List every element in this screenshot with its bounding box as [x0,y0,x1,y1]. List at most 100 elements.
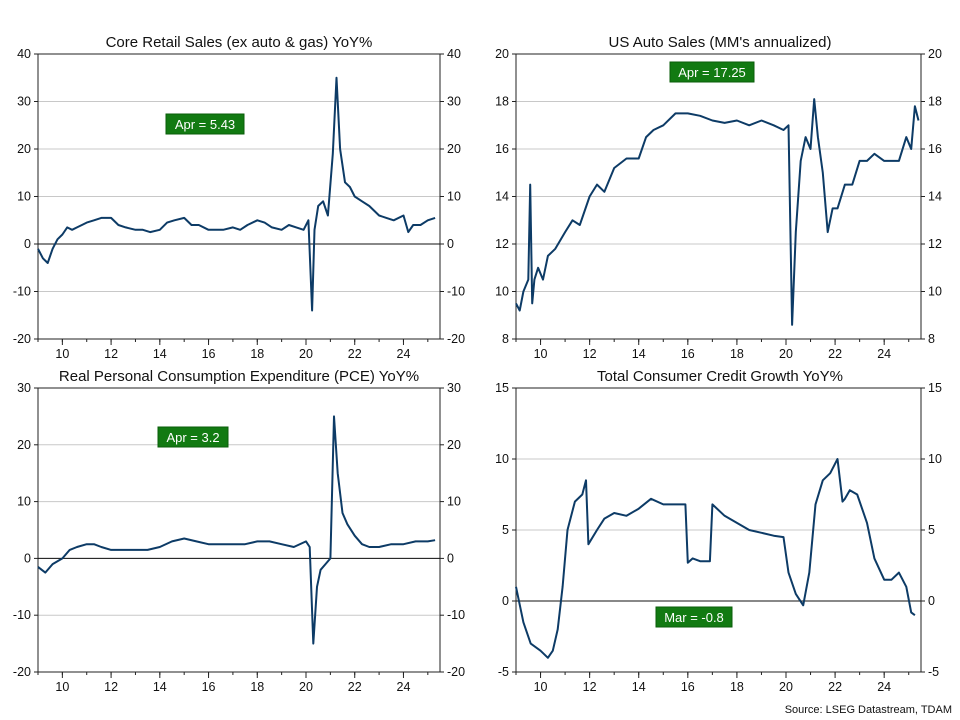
x-tick-label: 24 [397,347,411,361]
x-tick-label: 10 [55,680,69,694]
value-label-text: Apr = 3.2 [166,430,219,445]
value-label-bg [669,61,755,83]
y-tick-label-left: 10 [17,190,31,204]
x-tick-label: 20 [779,680,793,694]
series-line [37,415,436,645]
x-tick-label: 10 [55,347,69,361]
x-tick-label: 22 [828,680,842,694]
value-label-text: Mar = -0.8 [664,610,724,625]
plot-area: -20 -20 -10 -10 0 0 10 10 20 20 30 30 40 40 10 12 14 16 18… [13,47,465,361]
y-tick-label-right: -20 [447,332,465,346]
y-tick-label-left: 10 [495,452,509,466]
y-tick-label-left: 0 [24,551,31,565]
x-tick-label: 16 [202,347,216,361]
series-line [37,76,436,312]
x-tick-label: 24 [877,347,891,361]
y-tick-label-left: -20 [13,332,31,346]
x-tick-label: 14 [153,347,167,361]
x-tick-label: 20 [299,347,313,361]
y-tick-label-right: 10 [928,285,942,299]
x-tick-label: 12 [583,347,597,361]
y-tick-label-left: -10 [13,285,31,299]
x-tick-label: 16 [681,680,695,694]
value-label-bg [157,426,229,448]
plot-area: -5 -5 0 0 5 5 10 10 15 15 10 12 14 16 18 20 22 24 [495,381,942,694]
x-tick-label: 20 [779,347,793,361]
series-line [515,458,916,659]
series-line [515,98,920,326]
x-tick-label: 12 [583,680,597,694]
y-tick-label-right: 10 [447,190,461,204]
y-tick-label-left: 20 [495,47,509,61]
y-tick-label-left: 30 [17,95,31,109]
y-tick-label-left: 18 [495,95,509,109]
y-tick-label-left: 0 [502,594,509,608]
x-tick-label: 24 [877,680,891,694]
y-tick-label-left: 14 [495,190,509,204]
value-label-text: Apr = 5.43 [175,117,235,132]
y-tick-label-right: -10 [447,285,465,299]
y-tick-label-left: -10 [13,608,31,622]
y-tick-label-right: 5 [928,523,935,537]
y-tick-label-right: 30 [447,381,461,395]
y-tick-label-right: 0 [447,237,454,251]
x-tick-label: 14 [632,347,646,361]
chart-title: US Auto Sales (MM's annualized) [609,34,832,51]
x-tick-label: 12 [104,347,118,361]
x-tick-label: 22 [348,347,362,361]
y-tick-label-left: -20 [13,665,31,679]
x-tick-label: 14 [153,680,167,694]
x-tick-label: 20 [299,680,313,694]
panel-core-retail-sales: Core Retail Sales (ex auto & gas) YoY% -… [13,34,465,361]
plot-area: 8 8 10 10 12 12 14 14 16 16 18 18 20 20 10 12 14 16 18 20 22… [495,47,942,361]
y-tick-label-left: 20 [17,142,31,156]
y-tick-label-right: 0 [447,551,454,565]
y-tick-label-right: -20 [447,665,465,679]
y-tick-label-right: 10 [928,452,942,466]
x-tick-label: 16 [202,680,216,694]
y-tick-label-right: 0 [928,594,935,608]
y-tick-label-right: 20 [447,438,461,452]
x-tick-label: 18 [250,347,264,361]
y-tick-label-left: 10 [17,495,31,509]
chart-title: Total Consumer Credit Growth YoY% [597,368,843,385]
y-tick-label-left: -5 [498,665,509,679]
value-label-box: Apr = 5.43 [165,113,245,135]
plot-area: -20 -20 -10 -10 0 0 10 10 20 20 30 30 10 12 14 16 18 20 22… [13,381,465,694]
x-tick-label: 24 [397,680,411,694]
value-label-bg [655,606,733,628]
x-tick-label: 18 [730,347,744,361]
chart-title: Core Retail Sales (ex auto & gas) YoY% [106,34,373,51]
value-label-bg [165,113,245,135]
x-tick-label: 18 [730,680,744,694]
x-tick-label: 22 [348,680,362,694]
y-tick-label-left: 30 [17,381,31,395]
plot-frame [37,387,441,673]
panel-consumer-credit: Total Consumer Credit Growth YoY% -5 -5 0 0… [495,368,942,694]
y-tick-label-left: 0 [24,237,31,251]
panel-real-pce: Real Personal Consumption Expenditure (P… [13,368,465,694]
value-label-box: Mar = -0.8 [655,606,733,628]
y-tick-label-right: 12 [928,237,942,251]
value-label-box: Apr = 17.25 [669,61,755,83]
y-tick-label-left: 40 [17,47,31,61]
y-tick-label-right: -5 [928,665,939,679]
x-tick-label: 16 [681,347,695,361]
source-note: Source: LSEG Datastream, TDAM [784,704,952,716]
x-tick-label: 12 [104,680,118,694]
x-tick-label: 22 [828,347,842,361]
chart-title: Real Personal Consumption Expenditure (P… [59,368,419,385]
y-tick-label-left: 20 [17,438,31,452]
x-tick-label: 18 [250,680,264,694]
y-tick-label-right: 8 [928,332,935,346]
y-tick-label-right: 15 [928,381,942,395]
y-tick-label-left: 5 [502,523,509,537]
y-tick-label-left: 8 [502,332,509,346]
y-tick-label-right: 16 [928,142,942,156]
x-tick-label: 10 [534,347,548,361]
value-label-text: Apr = 17.25 [678,65,746,80]
y-tick-label-left: 15 [495,381,509,395]
y-tick-label-right: 20 [928,47,942,61]
y-tick-label-right: 20 [447,142,461,156]
